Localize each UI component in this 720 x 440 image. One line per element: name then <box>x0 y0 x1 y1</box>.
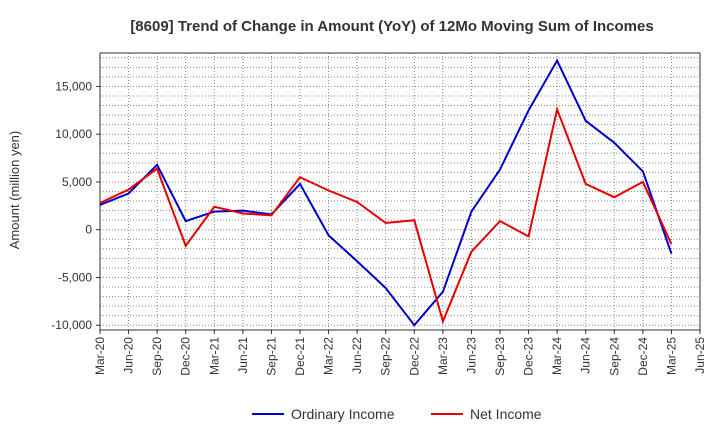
x-tick-label: Dec-22 <box>407 337 421 376</box>
x-tick-label: Dec-20 <box>179 337 193 376</box>
x-tick-label: Sep-23 <box>493 337 507 376</box>
x-tick-label: Jun-23 <box>464 337 478 374</box>
x-tick-label: Jun-22 <box>350 337 364 374</box>
legend-label-net-income: Net Income <box>470 406 542 422</box>
x-axis: Mar-20 Jun-20 Sep-20 Dec-20 Mar-21 Jun-21 Sep-… <box>93 330 707 376</box>
x-tick-label: Mar-20 <box>93 337 107 375</box>
y-tick-label: 10,000 <box>55 127 92 141</box>
x-tick-label: Mar-21 <box>207 337 221 375</box>
x-tick-label: Mar-25 <box>664 337 678 375</box>
x-tick-label: Jun-25 <box>693 337 707 374</box>
x-tick-label: Sep-22 <box>379 337 393 376</box>
x-tick-label: Jun-21 <box>236 337 250 374</box>
y-tick-label: -5,000 <box>58 270 92 284</box>
series-lines <box>99 58 673 327</box>
x-tick-label: Sep-21 <box>264 337 278 376</box>
x-tick-label: Mar-24 <box>550 337 564 375</box>
plot-border <box>99 52 701 331</box>
y-tick-label: 15,000 <box>55 79 92 93</box>
y-tick-label: 0 <box>85 223 92 237</box>
y-axis: 15,000 10,000 5,000 0 -5,000 -10,000 <box>51 79 100 332</box>
legend-label-ordinary-income: Ordinary Income <box>291 406 395 422</box>
x-tick-label: Mar-22 <box>322 337 336 375</box>
chart-title: [8609] Trend of Change in Amount (YoY) o… <box>130 18 653 35</box>
x-tick-label: Mar-23 <box>436 337 450 375</box>
x-tick-label: Dec-21 <box>293 337 307 376</box>
y-axis-label: Amount (million yen) <box>7 131 22 250</box>
x-tick-label: Jun-20 <box>122 337 136 374</box>
x-tick-label: Dec-24 <box>636 337 650 376</box>
x-tick-label: Jun-24 <box>579 337 593 374</box>
y-tick-label: -10,000 <box>51 318 92 332</box>
series-line-ordinary-income <box>99 58 673 327</box>
series-line-net-income <box>99 105 673 325</box>
x-tick-label: Dec-23 <box>522 337 536 376</box>
legend: Ordinary Income Net Income <box>252 406 542 422</box>
y-tick-label: 5,000 <box>62 175 92 189</box>
grid <box>99 53 701 330</box>
x-tick-label: Sep-20 <box>150 337 164 376</box>
x-tick-label: Sep-24 <box>607 337 621 376</box>
